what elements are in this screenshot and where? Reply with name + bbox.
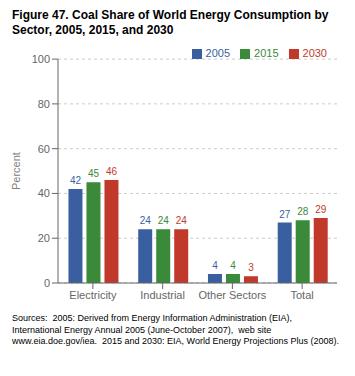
svg-text:Industrial: Industrial xyxy=(140,289,185,301)
svg-text:20: 20 xyxy=(38,232,50,244)
svg-text:4: 4 xyxy=(212,260,218,271)
svg-text:Electricity: Electricity xyxy=(69,289,117,301)
svg-text:40: 40 xyxy=(38,187,50,199)
svg-text:60: 60 xyxy=(38,143,50,155)
svg-text:Other Sectors: Other Sectors xyxy=(198,289,266,301)
html-text:2005: 2005 xyxy=(205,47,230,59)
svg-text:3: 3 xyxy=(248,262,254,273)
svg-text:45: 45 xyxy=(88,168,100,179)
html-text:Figure 47. Coal Share of World: Figure 47. Coal Share of World Energy Co… xyxy=(12,8,329,37)
svg-text:29: 29 xyxy=(315,204,327,215)
svg-text:46: 46 xyxy=(106,166,118,177)
svg-text:80: 80 xyxy=(38,98,50,110)
svg-text:28: 28 xyxy=(297,206,309,217)
svg-text:24: 24 xyxy=(140,215,152,226)
html-text:2030: 2030 xyxy=(302,47,327,59)
svg-text:27: 27 xyxy=(279,209,291,220)
svg-text:0: 0 xyxy=(44,277,50,289)
svg-text:100: 100 xyxy=(32,53,50,65)
html-text:Sources: 2005: Derived from En: Sources: 2005: Derived from Energy Infor… xyxy=(12,313,339,347)
svg-text:Percent: Percent xyxy=(10,152,22,190)
svg-text:4: 4 xyxy=(230,260,236,271)
svg-text:Total: Total xyxy=(291,289,314,301)
html-text:2015: 2015 xyxy=(254,47,279,59)
svg-text:24: 24 xyxy=(158,215,170,226)
svg-text:42: 42 xyxy=(70,175,82,186)
svg-text:24: 24 xyxy=(176,215,188,226)
